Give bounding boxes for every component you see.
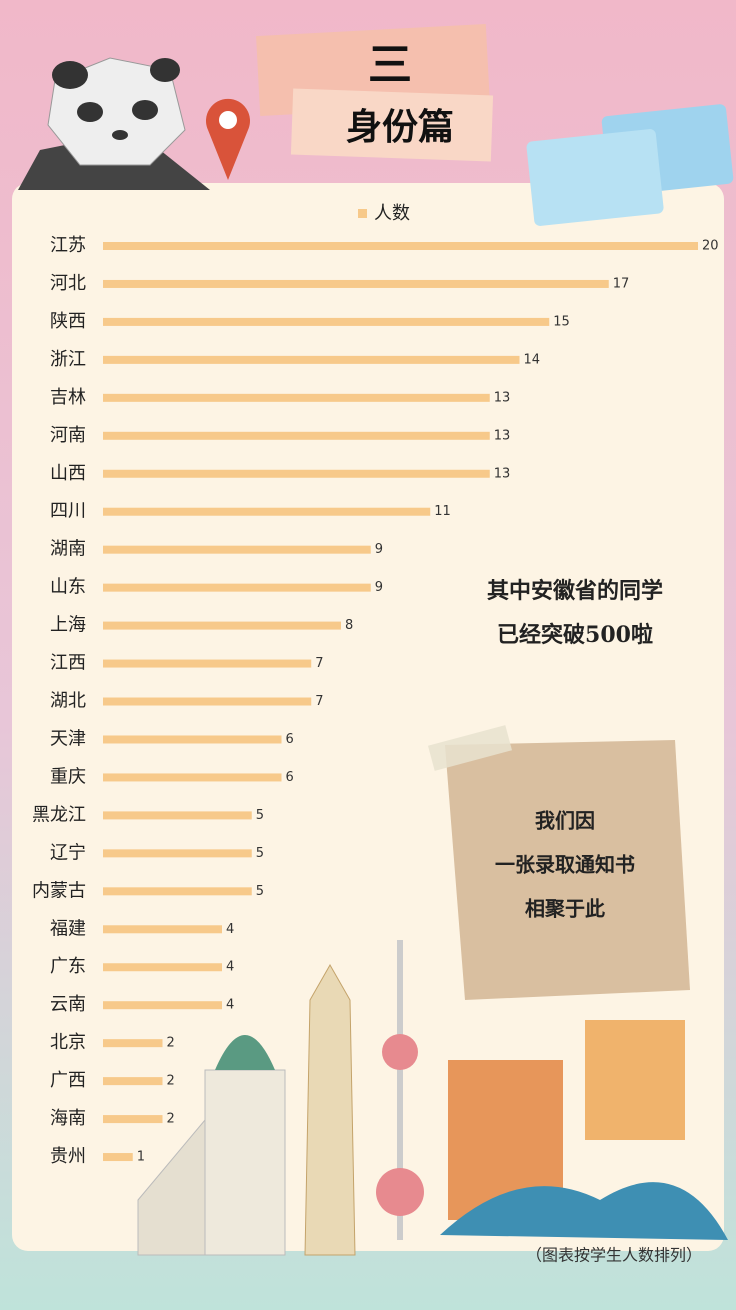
value-label: 4 [226, 960, 234, 975]
header-number: 三 [368, 40, 412, 91]
bar [103, 849, 252, 858]
category-label: 天津 [50, 728, 86, 749]
header-title: 身份篇 [346, 106, 454, 148]
category-label: 山西 [50, 463, 86, 484]
value-label: 13 [494, 466, 511, 481]
legend-swatch [358, 209, 367, 218]
bar [103, 1077, 163, 1086]
category-label: 湖南 [50, 539, 86, 560]
bar [103, 507, 431, 516]
highlight-line: 其中安徽省的同学 [487, 578, 663, 604]
category-label: 江西 [50, 653, 86, 674]
value-label: 1 [137, 1150, 145, 1165]
banner [290, 88, 494, 162]
panda-illustration [18, 57, 210, 190]
bar [103, 697, 312, 706]
bar [103, 393, 490, 402]
bar [103, 811, 252, 820]
value-label: 20 [702, 239, 719, 254]
value-label: 2 [167, 1112, 175, 1127]
bar [103, 1153, 133, 1162]
bar [103, 621, 341, 630]
value-label: 2 [167, 1074, 175, 1089]
value-label: 7 [315, 694, 323, 709]
category-label: 河南 [50, 425, 86, 446]
category-label: 内蒙古 [32, 880, 86, 901]
category-label: 黑龙江 [32, 804, 86, 825]
value-label: 4 [226, 998, 234, 1013]
highlight-line: 已经突破500啦 [497, 622, 653, 648]
bar [103, 659, 312, 668]
bar [103, 735, 282, 744]
bar [103, 355, 520, 364]
value-label: 5 [256, 846, 264, 861]
value-label: 8 [345, 618, 353, 633]
bar [103, 469, 490, 478]
category-label: 山东 [50, 577, 86, 598]
bar [103, 1001, 222, 1010]
category-label: 广西 [50, 1070, 86, 1091]
category-label: 北京 [50, 1032, 86, 1053]
location-pin [206, 98, 251, 180]
bar [103, 242, 698, 250]
note-paper [445, 740, 690, 1000]
bar [103, 963, 222, 972]
bar [103, 773, 282, 782]
footer-note: （图表按学生人数排列） [526, 1246, 702, 1265]
category-label: 辽宁 [50, 842, 86, 863]
value-label: 9 [375, 580, 383, 595]
note-line: 我们因 [535, 809, 595, 833]
note-line: 一张录取通知书 [495, 853, 635, 877]
category-label: 广东 [50, 956, 86, 977]
value-label: 13 [494, 428, 511, 443]
category-label: 重庆 [50, 766, 86, 787]
value-label: 5 [256, 808, 264, 823]
bar [103, 583, 371, 592]
category-label: 四川 [50, 501, 86, 522]
category-label: 云南 [50, 994, 86, 1015]
category-label: 河北 [50, 273, 86, 294]
value-label: 4 [226, 922, 234, 937]
value-label: 11 [434, 504, 451, 519]
legend-label: 人数 [374, 203, 410, 224]
bar [103, 317, 550, 326]
category-label: 福建 [50, 918, 86, 939]
value-label: 6 [286, 770, 294, 785]
bar [103, 887, 252, 896]
category-label: 江苏 [50, 235, 86, 256]
category-label: 吉林 [50, 387, 86, 408]
category-label: 浙江 [50, 349, 86, 370]
value-label: 6 [286, 732, 294, 747]
note-line: 相聚于此 [525, 897, 605, 921]
value-label: 7 [315, 656, 323, 671]
category-label: 陕西 [50, 311, 86, 332]
value-label: 9 [375, 542, 383, 557]
category-label: 上海 [50, 615, 86, 636]
value-label: 17 [613, 276, 630, 291]
tape [427, 725, 513, 771]
bar [103, 279, 609, 288]
ticket-illustration [526, 104, 734, 226]
category-label: 贵州 [50, 1146, 86, 1167]
bar [103, 1039, 163, 1048]
landmark-illustrations [137, 940, 728, 1256]
bar [103, 545, 371, 554]
bar [103, 1115, 163, 1124]
value-label: 15 [553, 314, 570, 329]
category-label: 海南 [50, 1108, 86, 1129]
bar [103, 925, 222, 934]
value-label: 14 [524, 352, 541, 367]
category-label: 湖北 [50, 691, 86, 712]
bar [103, 431, 490, 440]
value-label: 13 [494, 390, 511, 405]
value-label: 5 [256, 884, 264, 899]
value-label: 2 [167, 1036, 175, 1051]
